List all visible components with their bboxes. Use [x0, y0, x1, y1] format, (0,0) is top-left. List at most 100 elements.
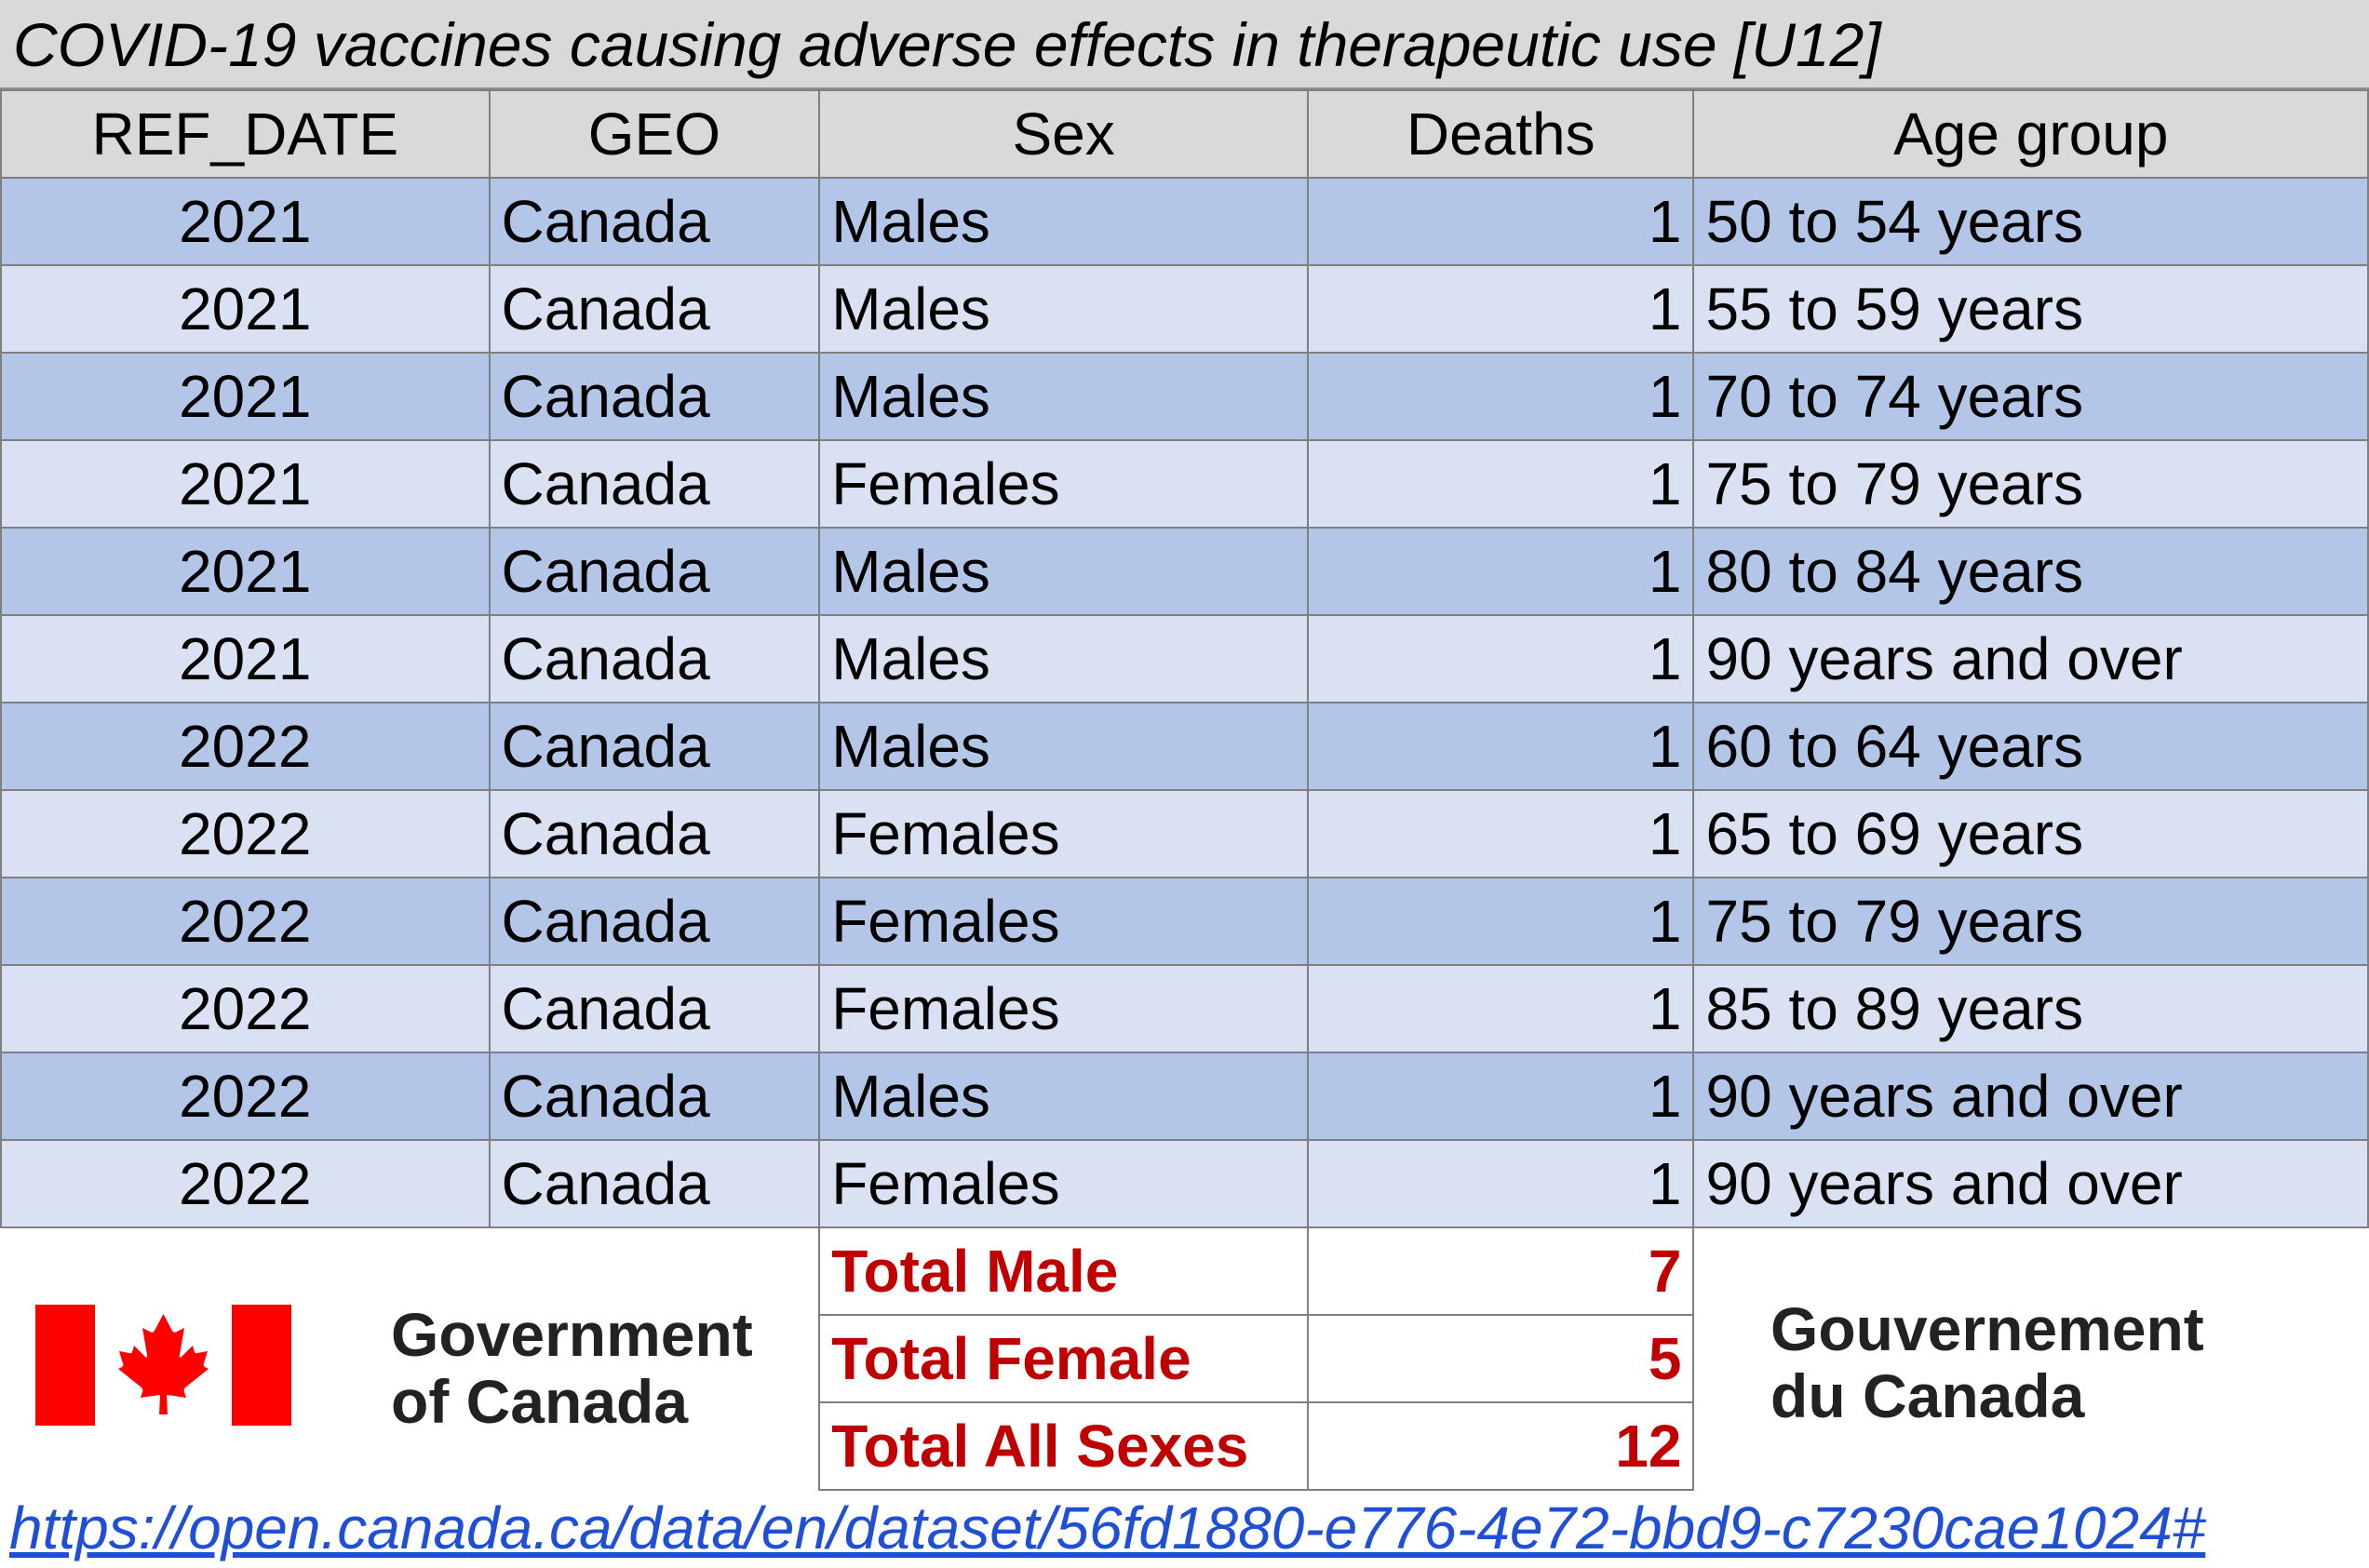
cell-age-group: 90 years and over	[1692, 614, 2369, 704]
cell-age-group: 50 to 54 years	[1692, 177, 2369, 266]
cell-geo: Canada	[488, 264, 821, 354]
cell-sex: Males	[818, 614, 1310, 704]
cell-sex: Females	[818, 789, 1310, 878]
table-row: 2022 Canada Females 1 65 to 69 years	[0, 789, 2369, 878]
cell-age-group: 55 to 59 years	[1692, 264, 2369, 354]
cell-ref-date: 2022	[0, 877, 491, 966]
table-row: 2022 Canada Females 1 90 years and over	[0, 1139, 2369, 1228]
empty-cell	[1, 1227, 490, 1315]
cell-age-group: 60 to 64 years	[1692, 702, 2369, 791]
cell-ref-date: 2022	[0, 702, 491, 791]
cell-geo: Canada	[488, 702, 821, 791]
cell-deaths: 1	[1307, 877, 1695, 966]
canada-flag-icon	[35, 1305, 291, 1426]
table-row: 2021 Canada Males 1 55 to 59 years	[0, 264, 2369, 354]
cell-geo: Canada	[488, 177, 821, 266]
cell-sex: Males	[818, 177, 1310, 266]
cell-ref-date: 2021	[0, 264, 491, 354]
cell-sex: Females	[818, 1139, 1310, 1228]
government-of-canada-logo: Government of Canada	[35, 1301, 799, 1435]
total-male-label: Total Male	[818, 1226, 1310, 1316]
table-row: 2022 Canada Females 1 85 to 89 years	[0, 964, 2369, 1053]
cell-sex: Males	[818, 702, 1310, 791]
table-title: COVID-19 vaccines causing adverse effect…	[0, 0, 2369, 89]
cell-geo: Canada	[488, 614, 821, 704]
total-all-sexes-value: 12	[1307, 1401, 1695, 1491]
cell-age-group: 65 to 69 years	[1692, 789, 2369, 878]
empty-cell	[1693, 1227, 2368, 1315]
cell-age-group: 90 years and over	[1692, 1052, 2369, 1141]
cell-ref-date: 2022	[0, 1052, 491, 1141]
cell-age-group: 80 to 84 years	[1692, 527, 2369, 616]
column-header-deaths: Deaths	[1307, 89, 1695, 179]
cell-geo: Canada	[488, 877, 821, 966]
cell-ref-date: 2021	[0, 177, 491, 266]
cell-geo: Canada	[488, 1139, 821, 1228]
table-row: 2021 Canada Males 1 50 to 54 years	[0, 177, 2369, 266]
empty-cell	[1693, 1315, 2368, 1402]
table-row: 2022 Canada Males 1 60 to 64 years	[0, 702, 2369, 791]
cell-geo: Canada	[488, 527, 821, 616]
cell-ref-date: 2021	[0, 614, 491, 704]
cell-ref-date: 2022	[0, 964, 491, 1053]
source-link[interactable]: https://open.canada.ca/data/en/dataset/5…	[9, 1494, 2206, 1561]
empty-cell	[489, 1227, 820, 1315]
column-header-ref-date: REF_DATE	[0, 89, 491, 179]
cell-geo: Canada	[488, 1052, 821, 1141]
cell-geo: Canada	[488, 789, 821, 878]
cell-sex: Females	[818, 877, 1310, 966]
cell-ref-date: 2021	[0, 439, 491, 529]
column-header-sex: Sex	[818, 89, 1310, 179]
cell-deaths: 1	[1307, 789, 1695, 878]
cell-age-group: 75 to 79 years	[1692, 877, 2369, 966]
cell-age-group: 85 to 89 years	[1692, 964, 2369, 1053]
table-row: 2022 Canada Males 1 90 years and over	[0, 1052, 2369, 1141]
table-row: 2021 Canada Males 1 70 to 74 years	[0, 352, 2369, 441]
cell-sex: Females	[818, 439, 1310, 529]
column-header-geo: GEO	[488, 89, 821, 179]
cell-ref-date: 2022	[0, 789, 491, 878]
wordmark-en-line1: Government	[391, 1300, 753, 1369]
cell-geo: Canada	[488, 964, 821, 1053]
cell-geo: Canada	[488, 352, 821, 441]
cell-deaths: 1	[1307, 527, 1695, 616]
cell-age-group: 70 to 74 years	[1692, 352, 2369, 441]
cell-sex: Males	[818, 1052, 1310, 1141]
cell-deaths: 1	[1307, 964, 1695, 1053]
cell-deaths: 1	[1307, 264, 1695, 354]
cell-sex: Males	[818, 527, 1310, 616]
table-row: 2021 Canada Males 1 90 years and over	[0, 614, 2369, 704]
total-male-value: 7	[1307, 1226, 1695, 1316]
cell-sex: Females	[818, 964, 1310, 1053]
wordmark-fr-line1: Gouvernement	[1770, 1294, 2204, 1363]
table-body: 2021 Canada Males 1 50 to 54 years 2021 Canada…	[0, 177, 2369, 1491]
table-row: 2022 Canada Females 1 75 to 79 years	[0, 877, 2369, 966]
cell-geo: Canada	[488, 439, 821, 529]
cell-age-group: 90 years and over	[1692, 1139, 2369, 1228]
cell-sex: Males	[818, 264, 1310, 354]
empty-cell	[1693, 1402, 2368, 1490]
wordmark-en-line2: of Canada	[391, 1367, 689, 1436]
table-row: 2021 Canada Males 1 80 to 84 years	[0, 527, 2369, 616]
cell-deaths: 1	[1307, 439, 1695, 529]
cell-ref-date: 2021	[0, 527, 491, 616]
total-row: Total Male 7	[1, 1226, 2368, 1316]
total-female-label: Total Female	[818, 1314, 1310, 1403]
government-wordmark-en: Government of Canada	[391, 1301, 753, 1435]
wordmark-fr-line2: du Canada	[1770, 1361, 2085, 1430]
cell-deaths: 1	[1307, 177, 1695, 266]
cell-deaths: 1	[1307, 1052, 1695, 1141]
table-row: 2021 Canada Females 1 75 to 79 years	[0, 439, 2369, 529]
cell-deaths: 1	[1307, 1139, 1695, 1228]
cell-ref-date: 2021	[0, 352, 491, 441]
cell-deaths: 1	[1307, 352, 1695, 441]
column-header-age-group: Age group	[1692, 89, 2369, 179]
gouvernement-du-canada-wordmark: Gouvernement du Canada	[1770, 1295, 2204, 1429]
deaths-table: REF_DATE GEO Sex Deaths Age group 2021 Ca…	[0, 89, 2369, 1491]
empty-cell	[489, 1315, 820, 1402]
empty-cell	[489, 1402, 820, 1490]
cell-ref-date: 2022	[0, 1139, 491, 1228]
total-all-sexes-label: Total All Sexes	[818, 1401, 1310, 1491]
header-row: REF_DATE GEO Sex Deaths Age group	[0, 89, 2369, 179]
government-wordmark-fr: Gouvernement du Canada	[1770, 1295, 2204, 1429]
